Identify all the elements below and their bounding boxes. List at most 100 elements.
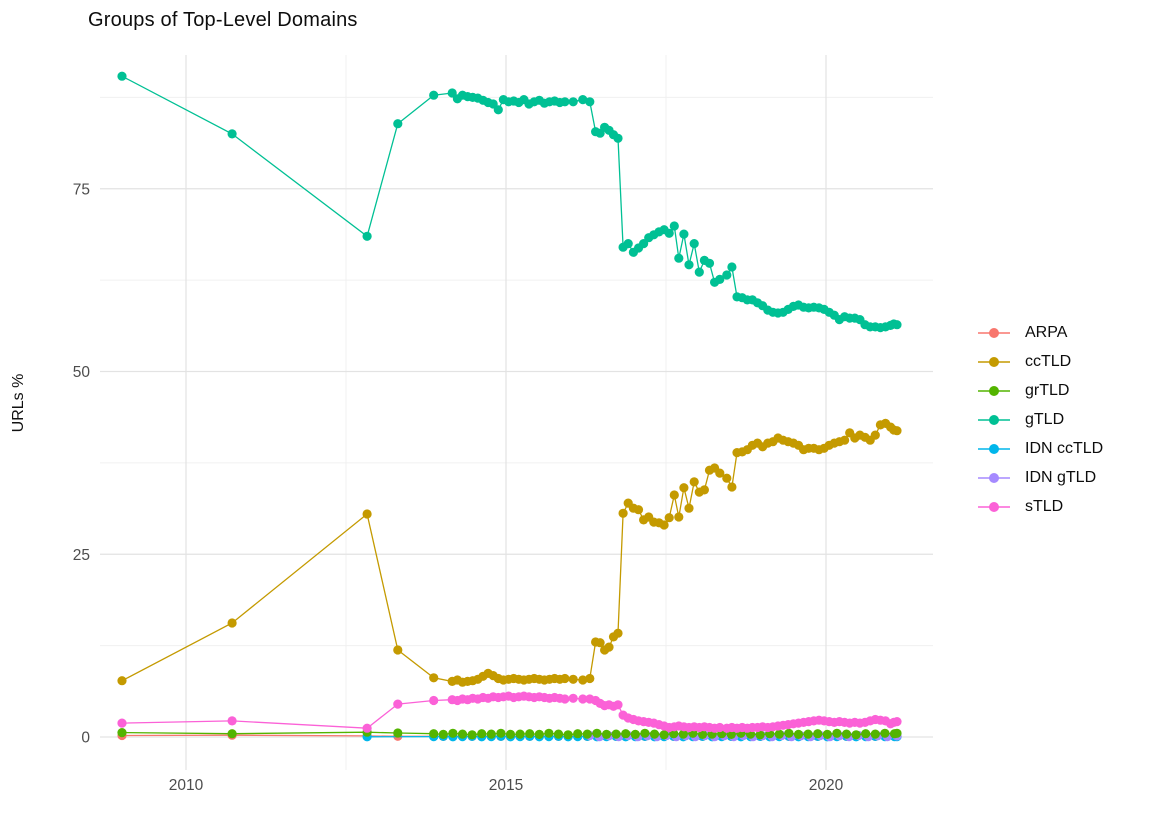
legend-item-stld: sTLD bbox=[978, 495, 1103, 518]
legend-key-icon bbox=[978, 326, 1010, 340]
data-point-gtld bbox=[568, 97, 578, 107]
data-point-grtld bbox=[861, 729, 871, 739]
data-point-gtld bbox=[560, 97, 570, 107]
data-point-gtld bbox=[704, 258, 715, 268]
data-point-gtld bbox=[664, 228, 674, 238]
data-point-gtld bbox=[727, 262, 737, 272]
grid-major bbox=[100, 55, 933, 770]
data-point-cctld bbox=[393, 645, 403, 655]
data-point-grtld bbox=[774, 729, 784, 739]
data-point-grtld bbox=[813, 729, 823, 739]
data-point-grtld bbox=[515, 729, 525, 739]
data-point-gtld bbox=[585, 97, 595, 107]
data-point-cctld bbox=[633, 505, 644, 515]
y-tick-label: 75 bbox=[73, 181, 90, 198]
data-point-gtld bbox=[429, 90, 439, 100]
data-point-cctld bbox=[664, 513, 674, 523]
data-point-grtld bbox=[803, 729, 813, 739]
data-point-grtld bbox=[525, 729, 535, 739]
series-cctld bbox=[117, 418, 902, 687]
data-point-cctld bbox=[595, 638, 605, 648]
data-point-cctld bbox=[684, 503, 694, 513]
data-point-gtld bbox=[892, 320, 902, 330]
data-point-grtld bbox=[553, 729, 564, 739]
y-tick-label: 25 bbox=[73, 547, 90, 564]
data-point-stld bbox=[578, 694, 588, 704]
data-point-cctld bbox=[560, 673, 570, 684]
data-point-grtld bbox=[870, 729, 880, 739]
x-tick-label: 2010 bbox=[169, 777, 204, 794]
data-point-cctld bbox=[604, 642, 614, 652]
series-line-gtld bbox=[121, 75, 898, 329]
data-point-cctld bbox=[578, 675, 588, 685]
data-point-stld bbox=[227, 716, 237, 726]
data-point-grtld bbox=[621, 729, 631, 739]
data-point-grtld bbox=[601, 729, 612, 740]
series-grtld bbox=[117, 727, 902, 740]
data-point-grtld bbox=[892, 728, 902, 738]
data-point-cctld bbox=[722, 473, 732, 483]
data-point-grtld bbox=[448, 728, 458, 738]
legend-key-icon bbox=[978, 413, 1010, 427]
legend-key-icon bbox=[978, 384, 1010, 398]
data-point-cctld bbox=[870, 430, 880, 440]
data-point-grtld bbox=[467, 730, 477, 740]
data-point-grtld bbox=[496, 728, 506, 738]
data-point-cctld bbox=[669, 490, 679, 500]
y-tick-label: 0 bbox=[81, 730, 90, 747]
data-point-gtld bbox=[689, 239, 699, 249]
data-point-cctld bbox=[674, 512, 684, 522]
data-point-gtld bbox=[722, 270, 732, 280]
legend-key-icon bbox=[978, 442, 1010, 456]
data-point-stld bbox=[715, 722, 725, 733]
data-point-grtld bbox=[793, 729, 804, 740]
data-point-gtld bbox=[669, 221, 679, 231]
data-point-grtld bbox=[649, 729, 660, 739]
data-point-stld bbox=[117, 718, 127, 728]
legend-label: ARPA bbox=[1025, 323, 1068, 341]
data-point-stld bbox=[362, 723, 372, 733]
data-point-cctld bbox=[117, 676, 127, 686]
data-point-gtld bbox=[393, 119, 403, 129]
legend: ARPA ccTLD grTLD gTLD IDN ccTLD IDN gTLD sTLD bbox=[978, 321, 1103, 518]
data-point-stld bbox=[393, 699, 403, 709]
legend-key-icon bbox=[978, 355, 1010, 369]
x-tick-label: 2015 bbox=[489, 777, 523, 794]
data-point-grtld bbox=[755, 730, 765, 740]
data-point-cctld bbox=[613, 628, 623, 638]
data-point-cctld bbox=[679, 483, 689, 493]
legend-key-icon bbox=[978, 500, 1010, 514]
legend-label: IDN ccTLD bbox=[1025, 439, 1104, 457]
data-point-grtld bbox=[841, 729, 852, 739]
chart-title: Groups of Top-Level Domains bbox=[88, 9, 358, 31]
grid-minor bbox=[100, 55, 933, 770]
x-tick-label: 2020 bbox=[809, 777, 844, 794]
data-point-grtld bbox=[438, 729, 448, 740]
legend-item-grtld: grTLD bbox=[978, 379, 1103, 402]
data-point-grtld bbox=[630, 729, 640, 740]
data-point-gtld bbox=[694, 267, 704, 277]
series-stld bbox=[117, 691, 902, 733]
data-point-cctld bbox=[699, 485, 710, 495]
series-line-cctld bbox=[121, 422, 898, 683]
data-point-grtld bbox=[880, 728, 890, 738]
data-point-grtld bbox=[505, 729, 516, 740]
data-point-gtld bbox=[117, 71, 127, 81]
data-point-cctld bbox=[659, 520, 669, 530]
data-point-grtld bbox=[611, 729, 621, 739]
data-point-grtld bbox=[393, 728, 403, 738]
data-point-gtld bbox=[684, 260, 694, 270]
data-point-stld bbox=[429, 695, 439, 706]
data-point-cctld bbox=[568, 674, 578, 684]
legend-label: grTLD bbox=[1025, 381, 1070, 399]
data-point-grtld bbox=[822, 729, 832, 740]
data-point-grtld bbox=[563, 730, 573, 740]
legend-label: gTLD bbox=[1025, 410, 1065, 428]
data-point-gtld bbox=[493, 105, 503, 115]
data-point-gtld bbox=[674, 253, 684, 263]
data-point-cctld bbox=[689, 477, 699, 487]
data-point-grtld bbox=[573, 729, 583, 739]
data-point-grtld bbox=[678, 729, 688, 739]
